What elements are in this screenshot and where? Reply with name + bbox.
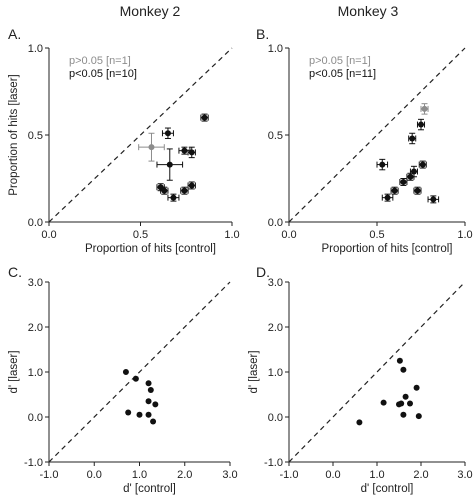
panel-b-x-tick-label: 0.0 (281, 229, 296, 241)
panel-a-unity-line (48, 47, 233, 223)
panel-c-data-point (147, 387, 154, 393)
panel-d-y-tick-label: 3.0 (268, 277, 283, 289)
panel-d-y-axis-label: d' [laser] (248, 350, 260, 393)
panel-d-y-tick-label: 2.0 (268, 322, 283, 334)
panel-b-data-point (430, 196, 437, 203)
panel-d-data-point (356, 419, 363, 426)
panel-c-y-tick-label: 2.0 (28, 322, 43, 334)
panel-c-data-point (150, 418, 157, 425)
panel-a-y-tick-label: 0.0 (28, 217, 43, 229)
panel-d-label: D. (256, 264, 270, 280)
panel-b-legend-entry: p<0.05 [n=11] (309, 68, 376, 80)
panel-d-x-axis-label: d' [control] (361, 483, 414, 495)
panel-d-x-tick-label: 1.0 (369, 469, 384, 481)
panel-d-data-point (400, 366, 407, 373)
panel-d-data-point (415, 413, 422, 420)
panel-b-x-axis-label: Proportion of hits [control] (321, 243, 452, 255)
panel-c-data-point (136, 411, 143, 418)
panel-d-x-tick-label: 2.0 (413, 469, 428, 481)
panel-a-data-point (201, 114, 208, 121)
panel-b-data-point (400, 178, 407, 185)
panel-c-y-tick-label: 1.0 (28, 367, 43, 379)
panel-d-data-point (396, 357, 403, 364)
panel-d-unity-line (288, 281, 466, 463)
panel-b-y-tick-label: 0.5 (268, 130, 283, 142)
panel-a-data-point (148, 144, 155, 151)
panel-b-data-point (407, 173, 414, 180)
panel-a-data-point (166, 161, 173, 168)
panel-b-data-point (384, 194, 391, 201)
panel-a-data-point (181, 187, 188, 194)
panel-a-x-tick-label: 0.5 (133, 229, 148, 241)
panel-a-legend-entry: p<0.05 [n=10] (69, 68, 137, 80)
panel-b-y-tick-label: 1.0 (268, 43, 283, 55)
panel-b-data-point (414, 187, 421, 194)
panel-c-y-tick-label: 0.0 (28, 412, 43, 424)
panel-d-x-tick-label: 0.0 (325, 469, 340, 481)
panel-a-data-point (170, 194, 177, 201)
panel-c-data-point (125, 409, 132, 416)
panel-d-data-point (407, 400, 413, 407)
panel-d-data-point (400, 411, 407, 418)
panel-d-data-point (402, 393, 409, 400)
panel-a-label: A. (8, 26, 21, 42)
panel-c-y-tick-label: -1.0 (24, 457, 43, 469)
panel-d-x-tick-label: -1.0 (280, 469, 299, 481)
panel-d-data-point (380, 399, 387, 406)
panel-b-x-tick-label: 0.5 (369, 229, 384, 241)
panel-c-x-axis-label: d' [control] (123, 483, 176, 495)
panel-b-y-tick-label: 0.0 (268, 217, 283, 229)
panel-c-data-point (122, 369, 129, 375)
panel-a-y-tick-label: 1.0 (28, 43, 43, 55)
panel-c-x-tick-label: -1.0 (40, 469, 59, 481)
panel-c-data-point (145, 411, 152, 418)
panel-d-y-tick-label: 0.0 (268, 412, 283, 424)
column-title-monkey-3: Monkey 3 (338, 3, 399, 19)
panel-a-x-axis-label: Proportion of hits [control] (85, 243, 216, 255)
panel-a-data-point (181, 147, 188, 154)
panel-a-data-point (188, 149, 195, 156)
panel-a-x-tick-label: 0.0 (41, 229, 56, 241)
panel-b-label: B. (256, 26, 269, 42)
panel-c-unity-line (48, 281, 231, 463)
panel-b-data-point (379, 161, 386, 168)
panel-a-y-tick-label: 0.5 (28, 130, 43, 142)
panel-b-data-point (409, 135, 416, 142)
panel-c-data-point (132, 375, 139, 382)
panel-a-y-axis-label: Proportion of hits [laser] (8, 74, 20, 195)
panel-c-y-axis-label: d' [laser] (8, 350, 20, 393)
panel-c-data-point (152, 401, 159, 408)
panel-b-data-point (421, 105, 428, 112)
panel-a-data-point (188, 182, 195, 189)
panel-d-data-point (413, 384, 420, 391)
column-title-monkey-2: Monkey 2 (120, 3, 181, 19)
panel-a-legend-entry: p>0.05 [n=1] (69, 55, 131, 67)
panel-b-data-point (419, 161, 426, 168)
panel-a-data-point (161, 187, 168, 194)
panel-c-label: C. (8, 264, 22, 280)
panel-c-x-tick-label: 1.0 (132, 469, 147, 481)
panel-d-y-tick-label: 1.0 (268, 367, 283, 379)
panel-d-data-point (398, 400, 405, 407)
panel-c-data-point (145, 398, 152, 405)
panel-b-data-point (418, 121, 424, 128)
panel-d-x-tick-label: 3.0 (457, 469, 472, 481)
panel-b-data-point (391, 187, 398, 194)
panel-a-data-point (164, 130, 171, 137)
panel-c-x-tick-label: 3.0 (222, 469, 237, 481)
panel-c-x-tick-label: 0.0 (87, 469, 102, 481)
panel-c-x-tick-label: 2.0 (177, 469, 192, 481)
panel-b-legend-entry: p>0.05 [n=1] (309, 55, 371, 67)
panel-c-data-point (145, 380, 152, 387)
panel-b-x-tick-label: 1.0 (457, 229, 472, 241)
panel-c-y-tick-label: 3.0 (28, 277, 43, 289)
panel-a-x-tick-label: 1.0 (224, 229, 239, 241)
panel-d-y-tick-label: -1.0 (264, 457, 283, 469)
